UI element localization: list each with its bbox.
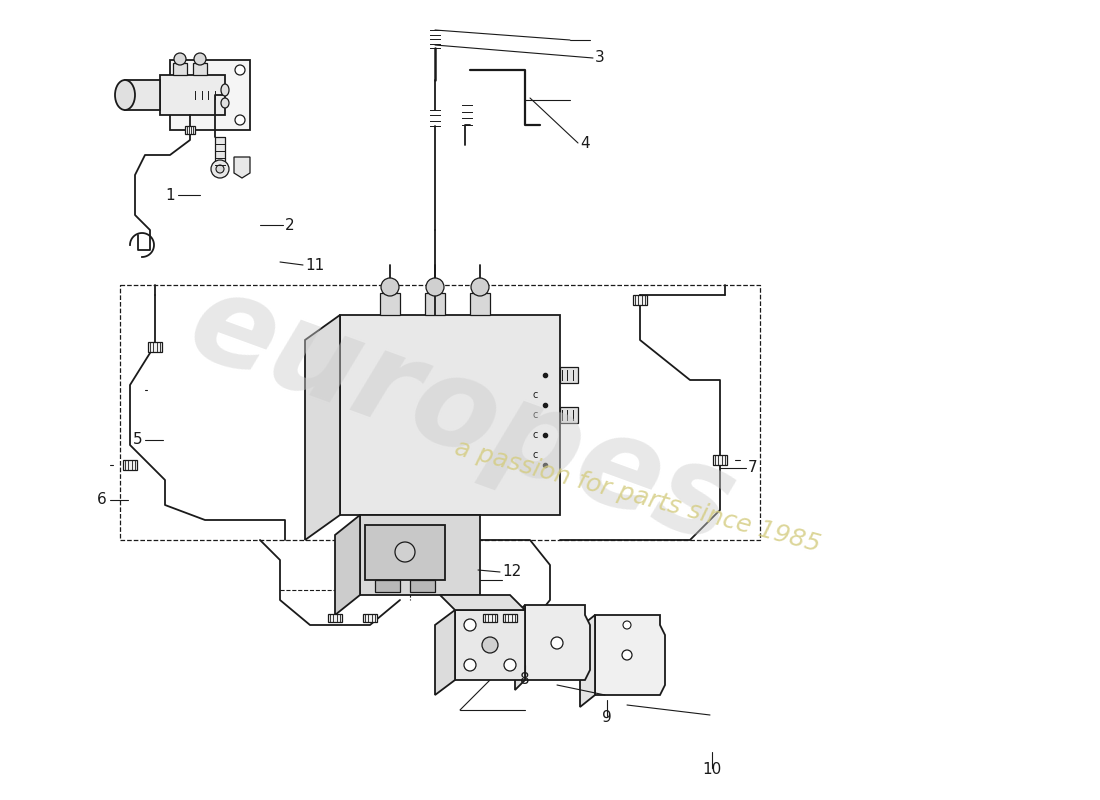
Text: europes: europes xyxy=(174,262,750,570)
Text: 10: 10 xyxy=(703,762,722,778)
Polygon shape xyxy=(365,525,446,580)
Polygon shape xyxy=(580,615,595,707)
Ellipse shape xyxy=(116,80,135,110)
Text: 11: 11 xyxy=(305,258,324,273)
Text: 6: 6 xyxy=(97,493,107,507)
Text: 12: 12 xyxy=(502,565,521,579)
Polygon shape xyxy=(336,515,360,615)
Polygon shape xyxy=(455,610,525,680)
Text: c: c xyxy=(532,410,538,420)
Text: 2: 2 xyxy=(285,218,295,233)
Polygon shape xyxy=(560,407,578,423)
Text: c: c xyxy=(532,430,538,440)
Polygon shape xyxy=(340,315,560,515)
Text: 9: 9 xyxy=(602,710,612,726)
Polygon shape xyxy=(360,515,480,595)
Text: 7: 7 xyxy=(748,461,758,475)
Bar xyxy=(425,293,446,315)
Text: c: c xyxy=(532,450,538,460)
Text: 1: 1 xyxy=(165,187,175,202)
Circle shape xyxy=(504,659,516,671)
Bar xyxy=(483,614,497,622)
Ellipse shape xyxy=(221,84,229,96)
Bar xyxy=(632,295,647,305)
Circle shape xyxy=(621,650,632,660)
Polygon shape xyxy=(595,615,666,695)
Text: 5: 5 xyxy=(132,433,142,447)
Circle shape xyxy=(464,659,476,671)
Circle shape xyxy=(623,621,631,629)
Polygon shape xyxy=(125,80,160,110)
Polygon shape xyxy=(525,605,590,680)
Text: a passion for parts since 1985: a passion for parts since 1985 xyxy=(452,435,824,557)
Circle shape xyxy=(235,115,245,125)
Polygon shape xyxy=(234,157,250,178)
Circle shape xyxy=(194,53,206,65)
Circle shape xyxy=(174,53,186,65)
Polygon shape xyxy=(305,315,340,540)
Polygon shape xyxy=(440,595,525,610)
Bar xyxy=(470,293,490,315)
Bar xyxy=(410,580,435,592)
Circle shape xyxy=(426,278,444,296)
Polygon shape xyxy=(515,605,525,690)
Polygon shape xyxy=(170,60,250,130)
Polygon shape xyxy=(214,137,225,165)
Circle shape xyxy=(235,65,245,75)
Circle shape xyxy=(211,160,229,178)
Polygon shape xyxy=(560,367,578,383)
Circle shape xyxy=(471,278,490,296)
Bar xyxy=(185,126,195,134)
Bar xyxy=(363,614,377,622)
Bar xyxy=(148,342,162,352)
Ellipse shape xyxy=(221,98,229,108)
Bar xyxy=(192,63,207,75)
Polygon shape xyxy=(160,75,226,115)
Bar xyxy=(328,614,342,622)
Bar xyxy=(503,614,517,622)
Circle shape xyxy=(381,278,399,296)
Bar xyxy=(123,460,138,470)
Polygon shape xyxy=(434,610,455,695)
Text: 8: 8 xyxy=(520,673,530,687)
Text: c: c xyxy=(532,390,538,400)
Bar xyxy=(713,455,727,465)
Circle shape xyxy=(482,637,498,653)
Circle shape xyxy=(216,165,224,173)
Bar xyxy=(375,580,400,592)
Text: 4: 4 xyxy=(580,135,590,150)
Circle shape xyxy=(395,542,415,562)
Text: 3: 3 xyxy=(595,50,605,66)
Circle shape xyxy=(464,619,476,631)
Bar xyxy=(173,63,187,75)
Circle shape xyxy=(551,637,563,649)
Bar xyxy=(379,293,400,315)
